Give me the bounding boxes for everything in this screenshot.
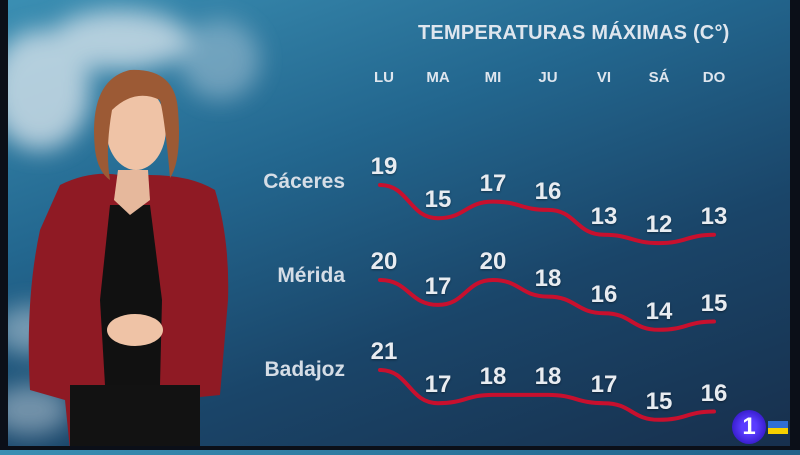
temperature-value: 17 [424, 272, 452, 300]
temperature-value: 14 [645, 297, 673, 325]
temperature-value: 18 [534, 362, 562, 390]
temperature-value: 21 [370, 338, 398, 365]
temperature-value: 20 [479, 248, 507, 275]
temperature-value: 15 [424, 186, 452, 214]
frame-left-border [0, 0, 8, 450]
day-label-do: DO [702, 69, 726, 86]
day-label-lu: LU [374, 69, 394, 86]
temperature-line-1 [378, 277, 716, 332]
temperature-line-2 [378, 368, 716, 422]
city-label: Cáceres [263, 170, 345, 193]
day-label-sá: SÁ [648, 69, 670, 86]
temperature-value: 18 [479, 362, 507, 390]
temperature-value: 15 [700, 289, 728, 317]
temperature-value: 15 [645, 387, 673, 415]
city-label: Mérida [277, 264, 345, 287]
temperature-value: 17 [479, 169, 507, 197]
temperature-value: 19 [370, 153, 398, 180]
temperature-value: 17 [424, 371, 452, 399]
temperature-value: 13 [700, 202, 728, 230]
frame-bottom-border [0, 446, 800, 450]
temperature-value: 18 [534, 264, 562, 292]
temperature-value: 17 [590, 371, 618, 399]
temperature-value: 12 [645, 211, 673, 239]
temperature-value: 20 [370, 248, 398, 275]
temperature-value: 13 [590, 202, 618, 230]
day-label-mi: MI [484, 69, 502, 86]
temperature-value: 16 [700, 379, 728, 407]
temperature-value: 16 [590, 281, 618, 309]
channel-logo: 1 [732, 410, 766, 444]
day-label-ma: MA [426, 69, 450, 86]
city-label: Badajoz [264, 358, 345, 381]
frame-right-border [790, 0, 800, 450]
day-label-ju: JU [538, 69, 558, 86]
chart-title: TEMPERATURAS MÁXIMAS (C°) [418, 22, 730, 44]
temperature-line-0 [378, 183, 716, 246]
day-label-vi: VI [596, 69, 612, 86]
ukraine-flag-icon [768, 421, 788, 434]
temperature-value: 16 [534, 177, 562, 205]
